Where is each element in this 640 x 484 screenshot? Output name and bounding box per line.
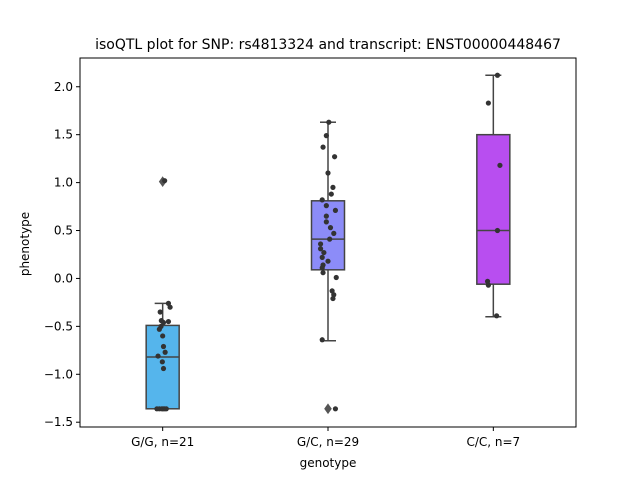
- data-point: [160, 343, 167, 350]
- data-point: [163, 406, 169, 412]
- data-point: [485, 282, 491, 288]
- data-point: [159, 359, 165, 365]
- data-point: [494, 227, 501, 234]
- data-point: [160, 319, 167, 326]
- data-point: [332, 154, 338, 160]
- data-point: [319, 265, 325, 271]
- y-axis-label: phenotype: [18, 212, 32, 276]
- data-point: [160, 365, 167, 372]
- data-point: [160, 333, 166, 339]
- data-point: [317, 246, 324, 252]
- data-point: [333, 274, 339, 281]
- x-axis-label: genotype: [300, 456, 357, 470]
- data-point: [328, 191, 334, 197]
- y-tick-label: 0.0: [54, 271, 73, 285]
- data-point: [165, 300, 172, 306]
- x-tick-label: G/C, n=29: [297, 435, 359, 449]
- data-point: [162, 178, 168, 184]
- box: [310, 200, 346, 271]
- data-point: [320, 270, 326, 276]
- data-point: [155, 353, 161, 359]
- box-group-1: [310, 119, 346, 415]
- data-point: [323, 219, 329, 225]
- data-point: [323, 133, 329, 139]
- data-point: [327, 236, 333, 242]
- plot-area: [145, 72, 511, 415]
- data-point: [331, 230, 337, 236]
- data-point: [157, 309, 163, 315]
- data-point: [494, 72, 501, 78]
- x-tick-label: C/C, n=7: [466, 435, 520, 449]
- y-tick-label: 1.0: [54, 176, 73, 190]
- y-tick-label: −1.0: [44, 367, 73, 381]
- data-point: [332, 406, 339, 412]
- y-tick-label: 1.5: [54, 128, 73, 142]
- data-point: [497, 162, 503, 168]
- data-point: [162, 349, 168, 355]
- data-point: [330, 184, 336, 190]
- y-tick-label: 0.5: [54, 224, 73, 238]
- data-point: [165, 318, 172, 325]
- data-point: [323, 213, 329, 219]
- data-point: [317, 241, 324, 247]
- outlier-marker: [324, 403, 332, 415]
- data-point: [332, 207, 339, 213]
- x-tick-label: G/G, n=21: [131, 435, 194, 449]
- data-point: [325, 258, 331, 264]
- data-point: [326, 119, 332, 125]
- box: [476, 133, 511, 285]
- data-point: [327, 225, 334, 231]
- axes: −1.5 −1.0 −0.5 0.0 0.5 1.0 1.5 2.0 G/G, n=21 G/C,…: [44, 57, 577, 449]
- data-point: [485, 100, 491, 106]
- data-point: [323, 203, 329, 209]
- data-point: [319, 337, 325, 343]
- data-point: [319, 254, 325, 260]
- y-tick-label: −1.5: [44, 415, 73, 429]
- data-point: [319, 197, 325, 203]
- data-point: [321, 249, 327, 256]
- chart-title: isoQTL plot for SNP: rs4813324 and trans…: [95, 37, 561, 53]
- y-tick-label: 2.0: [54, 80, 73, 94]
- data-point: [320, 144, 326, 150]
- data-point: [325, 170, 331, 176]
- box-group-2: [476, 72, 511, 319]
- data-point: [330, 295, 336, 302]
- y-tick-label: −0.5: [44, 319, 73, 333]
- box-group-0: [145, 176, 180, 412]
- data-point: [158, 323, 164, 329]
- data-point: [494, 313, 500, 319]
